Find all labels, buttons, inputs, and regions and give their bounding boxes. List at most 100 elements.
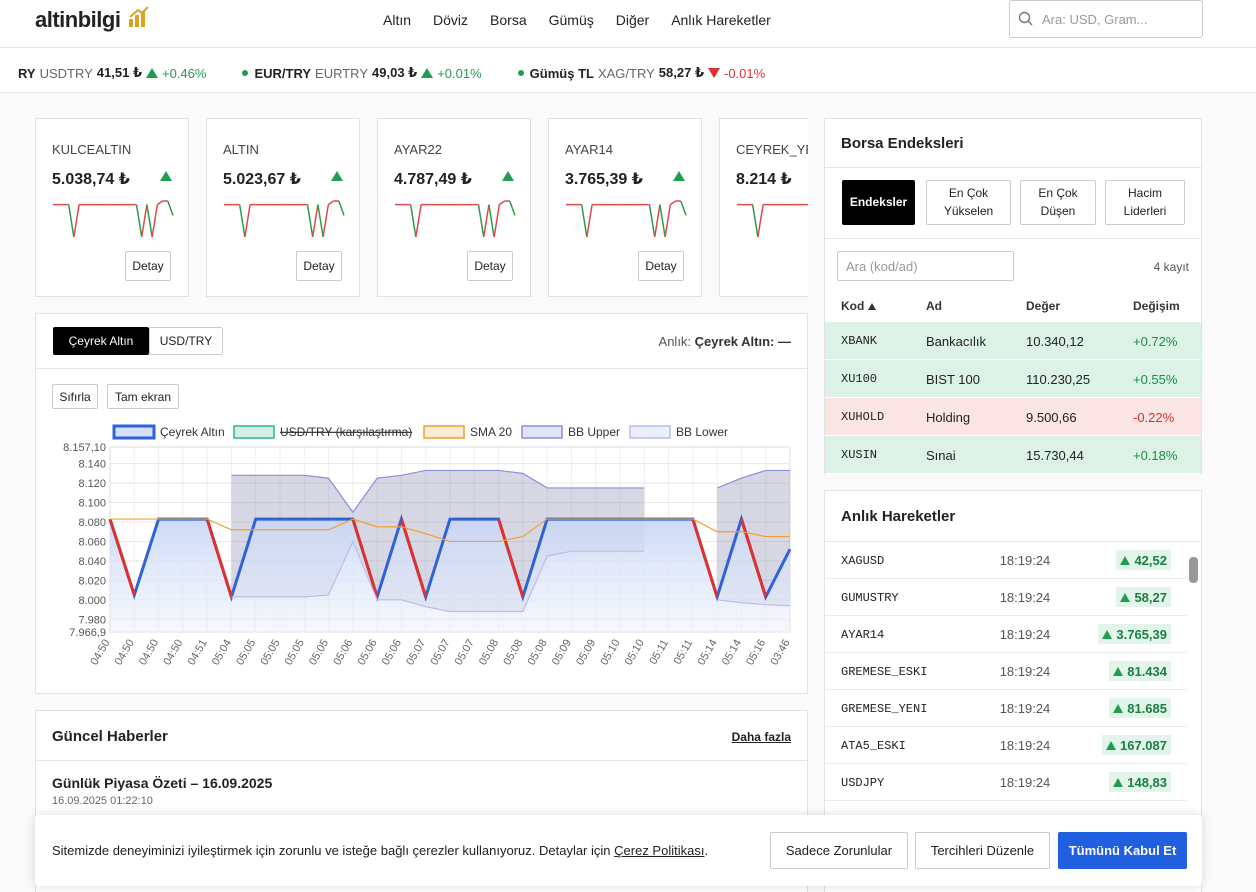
cookie-button[interactable]: Tercihleri Düzenle <box>915 832 1050 869</box>
divider <box>825 238 1201 239</box>
nav-item[interactable]: Altın <box>383 12 412 28</box>
borsa-tab[interactable]: Hacim Liderleri <box>1105 180 1185 225</box>
anlik-code: GUMUSTRY <box>841 591 899 605</box>
card-button[interactable]: Detay <box>296 251 342 281</box>
x-tick-label: 04:50 <box>161 638 185 668</box>
sparkline <box>566 200 687 238</box>
cookie-text: Sitemizde deneyiminizi iyileştirmek için… <box>52 843 708 858</box>
sparkline-segment <box>586 204 593 238</box>
sparkline-segment <box>151 204 159 238</box>
column-header: Değer <box>1026 299 1060 313</box>
borsa-tab[interactable]: En Çok Düşen <box>1020 180 1096 225</box>
card-button[interactable]: Detay <box>467 251 513 281</box>
nav-item[interactable]: Borsa <box>490 12 527 28</box>
chart-tab[interactable]: USD/TRY <box>149 327 223 355</box>
anlik-value: 58,27 <box>1116 587 1171 607</box>
borsa-panel: Borsa Endeksleri Ara (kod/ad) 4 kayıt En… <box>824 118 1202 474</box>
card-price: 5.023,67 ₺ <box>223 171 301 188</box>
anlik-row[interactable]: AYAR14 18:19:24 3.765,39 <box>825 616 1187 653</box>
anlik-row[interactable]: GREMESE_YENI 18:19:24 81.685 <box>825 690 1187 727</box>
news-title: Güncel Haberler <box>52 728 168 745</box>
sparkline-segment <box>238 204 246 238</box>
borsa-cell: XUHOLD <box>841 410 885 424</box>
borsa-row[interactable]: XU100 BIST 100 110.230,25 +0.55% <box>825 360 1201 398</box>
cookie-button[interactable]: Sadece Zorunlular <box>770 832 908 869</box>
borsa-cell: +0.72% <box>1133 334 1178 349</box>
bb-line <box>716 469 790 489</box>
borsa-cell: XBANK <box>841 334 878 348</box>
anlik-row[interactable]: GREMESE_ESKI 18:19:24 81.434 <box>825 653 1187 690</box>
card-price: 8.214 ₺ <box>736 171 792 188</box>
anlik-value: 3.765,39 <box>1098 624 1171 644</box>
borsa-cell: BIST 100 <box>926 372 980 387</box>
anlik-title: Anlık Hareketler <box>841 508 956 525</box>
x-tick-label: 05:09 <box>574 638 598 668</box>
x-tick-label: 05:06 <box>380 638 404 668</box>
borsa-row[interactable]: XUSIN Sınai 15.730,44 +0.18% <box>825 436 1201 474</box>
anlik-code: XAGUSD <box>841 554 885 568</box>
y-tick-label: 8.140 <box>78 459 106 471</box>
ticker-price: 58,27 ₺ <box>658 65 704 80</box>
borsa-title: Borsa Endeksleri <box>841 135 964 152</box>
search-box[interactable]: Ara: USD, Gram... <box>1009 0 1203 38</box>
borsa-search[interactable]: Ara (kod/ad) <box>837 251 1014 281</box>
legend-swatch <box>521 425 563 439</box>
price-area <box>110 519 790 632</box>
news-more[interactable]: Daha fazla <box>731 730 791 744</box>
borsa-row[interactable]: XBANK Bankacılık 10.340,12 +0.72% <box>825 322 1201 360</box>
anlik-row[interactable]: USDJPY 18:19:24 148,83 <box>825 764 1187 801</box>
scrollbar[interactable] <box>1189 557 1198 583</box>
ticker-change: +0.46% <box>162 65 207 81</box>
column-header-label: Değer <box>1026 299 1061 313</box>
ticker-dot <box>242 70 249 76</box>
down-segment <box>497 518 525 598</box>
anlik-code: ATA5_ESKI <box>841 739 906 753</box>
borsa-tab-label: En Çok Düşen <box>1038 186 1078 218</box>
ticker-item: RY USDTRY 41,51 ₺ +0.46% <box>18 65 206 81</box>
anlik-value-text: 167.087 <box>1120 737 1167 753</box>
nav-item[interactable]: Gümüş <box>548 12 594 28</box>
anlik-row[interactable]: GUMUSTRY 18:19:24 58,27 <box>825 579 1187 616</box>
ticker-symbol: USDTRY <box>39 65 93 81</box>
logo[interactable]: altinbilgi <box>35 7 121 32</box>
nav-item[interactable]: Döviz <box>433 12 469 28</box>
chart-button[interactable]: Tam ekran <box>107 384 179 409</box>
card-arrow <box>502 171 514 181</box>
x-tick-label: 05:14 <box>696 638 720 668</box>
sparkline-segment <box>327 200 334 206</box>
cookie-button[interactable]: Tümünü Kabul Et <box>1058 832 1187 869</box>
x-tick-label: 05:05 <box>234 638 258 668</box>
legend-swatch <box>423 425 465 439</box>
column-header[interactable]: Kod <box>841 299 877 313</box>
x-tick-label: 05:06 <box>331 638 355 668</box>
chart-tab[interactable]: Çeyrek Altın <box>53 327 149 355</box>
ticker-name: EUR/TRY <box>254 65 312 81</box>
borsa-tab-label: En Çok Yükselen <box>943 186 994 218</box>
ticker-arrow <box>421 68 434 78</box>
borsa-tab[interactable]: En Çok Yükselen <box>926 180 1011 225</box>
nav-item[interactable]: Diğer <box>615 12 650 28</box>
ticker-arrow <box>708 68 720 78</box>
borsa-row[interactable]: XUHOLD Holding 9.500,66 -0.22% <box>825 398 1201 436</box>
anlik-time: 18:19:24 <box>999 701 1051 716</box>
nav-item[interactable]: Anlık Hareketler <box>671 12 771 28</box>
anlik-value-text: 81.434 <box>1127 663 1167 679</box>
chart-button[interactable]: Sıfırla <box>52 384 98 409</box>
anlik-row[interactable]: XAGUSD 18:19:24 42,52 <box>825 542 1187 579</box>
borsa-cell: +0.55% <box>1133 372 1178 387</box>
price-card: CEYREK_YEN8.214 ₺Detay <box>719 118 808 297</box>
ticker-name: RY <box>18 65 36 81</box>
anlik-arrow <box>1113 703 1124 713</box>
borsa-search-placeholder: Ara (kod/ad) <box>846 259 918 274</box>
x-tick-label: 05:08 <box>477 638 501 668</box>
anlik-row[interactable]: ATA5_ESKI 18:19:24 167.087 <box>825 727 1187 764</box>
sparkline <box>737 203 808 238</box>
x-tick-label: 05:10 <box>623 638 647 668</box>
news-item-title[interactable]: Günlük Piyasa Özeti – 16.09.2025 <box>52 775 273 791</box>
borsa-cell: 110.230,25 <box>1026 372 1091 387</box>
anlik-time: 18:19:24 <box>999 627 1051 642</box>
borsa-tab[interactable]: Endeksler <box>842 180 915 225</box>
card-button[interactable]: Detay <box>125 251 171 281</box>
card-button[interactable]: Detay <box>638 251 684 281</box>
cookie-link[interactable]: Çerez Politikası <box>614 843 705 858</box>
